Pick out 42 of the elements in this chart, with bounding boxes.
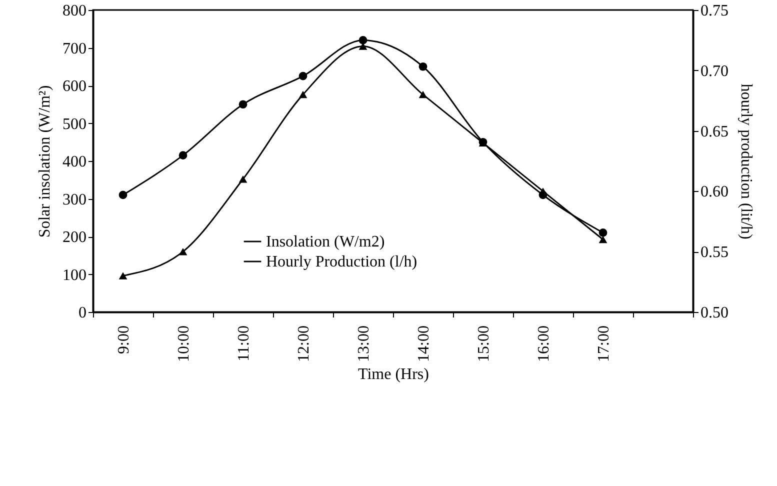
x-tick-label: 12:00 [296,326,312,362]
point [178,248,188,256]
point [418,62,428,71]
x-tick-label: 9:00 [116,326,132,354]
x-tick-label: 14:00 [416,326,432,362]
y-tick-label: 200 [62,229,86,246]
y-tick-label: 700 [62,40,86,58]
x-tick-label: 10:00 [176,326,192,362]
legend-label: Insolation (W/m2) [266,234,385,250]
x-tick-label: 17:00 [596,326,612,362]
point [238,100,248,109]
point [118,190,128,200]
y-tick-label: 500 [62,116,86,133]
y2-tick-label: 0.60 [700,184,728,201]
x-axis-title: Time (Hrs) [358,366,429,383]
y-tick-label: 400 [62,154,86,170]
y2-tick-label: 0.65 [700,123,728,140]
x-tick-label: 15:00 [476,326,492,362]
y-tick-label: 0 [78,304,86,322]
point [598,228,608,237]
legend-label: Hourly Production (l/h) [266,254,418,270]
y-tick-label: 100 [62,266,86,284]
y2-tick-label: 0.70 [700,62,728,80]
point [178,151,188,160]
y-tick-label: 300 [62,191,86,208]
y-axis-title: Solar insolation (W/m²) [36,85,54,238]
y2-tick-label: 0.55 [700,244,728,262]
point [598,236,608,244]
point [238,175,248,183]
y2-tick-label: 0.50 [700,304,728,322]
point [298,72,308,80]
y2-axis-title: hourly production (lit/h) [738,84,754,240]
y2-tick-label: 0.75 [700,2,728,20]
x-tick-label: 11:00 [236,326,252,362]
point [418,90,428,98]
y-tick-label: 800 [62,2,86,20]
point [118,272,128,280]
point [358,36,368,44]
point [298,90,308,98]
x-tick-label: 16:00 [536,326,552,362]
x-tick-label: 13:00 [356,326,372,362]
y-tick-label: 600 [62,78,86,95]
